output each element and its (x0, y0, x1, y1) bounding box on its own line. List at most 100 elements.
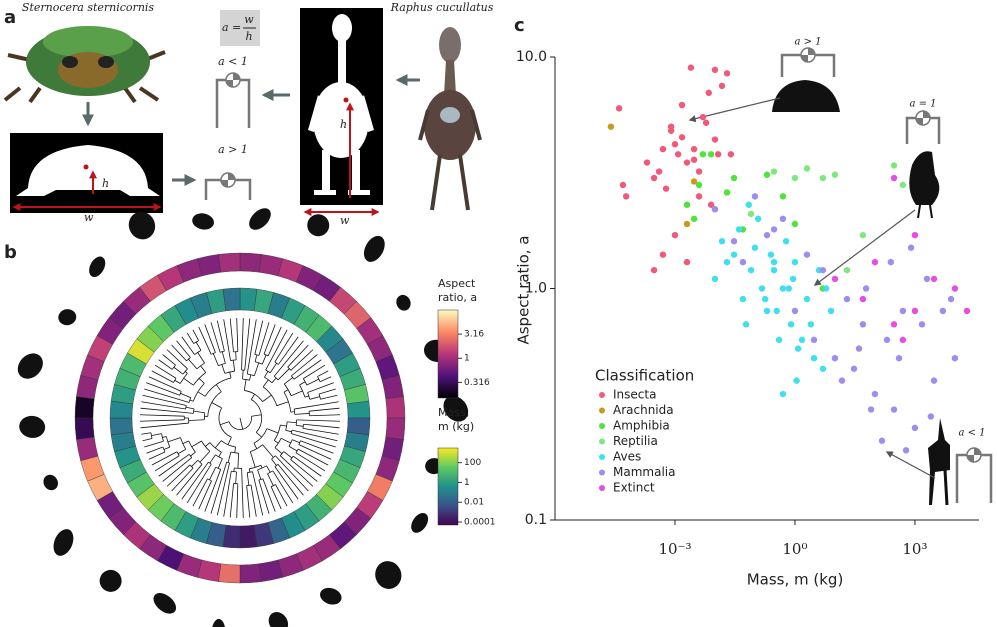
tree-branch (182, 368, 188, 375)
scatter-point (899, 336, 907, 344)
tree-branch (212, 353, 219, 366)
colorbar (437, 447, 459, 526)
tree-branch (290, 430, 293, 434)
tree-branch (292, 439, 300, 444)
panel-c: c Mass, m (kg) Aspect ratio, a Classific… (514, 15, 993, 589)
tree-branch (285, 429, 292, 433)
tree-branch (221, 351, 226, 364)
tree-branch (299, 381, 306, 386)
tree-branch (251, 399, 263, 433)
formula-lhs: a = (222, 21, 241, 34)
scatter-point (787, 321, 795, 328)
tree-branch (208, 461, 212, 465)
scatter-point (791, 258, 799, 266)
tree-branch (181, 336, 195, 355)
animal-silhouette (89, 256, 106, 278)
tree-branch (271, 458, 277, 466)
tree-branch (142, 438, 153, 442)
ring-segment (385, 417, 406, 440)
colorbar-tick-label: 1 (464, 354, 470, 364)
colorbar-tick-label: 0.0001 (464, 518, 496, 528)
animal-silhouette (192, 213, 214, 230)
tree-branch (239, 417, 244, 430)
tree-branch (254, 354, 258, 362)
tree-branch (283, 389, 289, 393)
tree-branch (221, 440, 236, 448)
tree-branch (200, 365, 207, 373)
y-axis-label: Aspect ratio, a (515, 235, 533, 344)
scatter-point (622, 193, 630, 200)
scatter-point (782, 238, 790, 245)
y-tick-label: 1.0 (525, 281, 547, 297)
tree-branch (226, 461, 230, 464)
scatter-point (779, 215, 787, 223)
scatter-point (927, 413, 935, 420)
scatter-point (867, 406, 875, 413)
scatter-point (918, 321, 926, 328)
tree-branch (192, 408, 195, 414)
legend-marker (599, 423, 605, 429)
scatter-point (671, 231, 679, 239)
tree-branch (167, 437, 181, 443)
tree-branch (294, 401, 339, 410)
tree-branch (277, 464, 304, 496)
tree-branch (255, 432, 262, 438)
tree-branch (278, 336, 299, 365)
tree-branch (140, 407, 194, 414)
tree-branch (193, 340, 199, 344)
scatter-point (803, 165, 811, 172)
pointer-arrow (885, 451, 936, 479)
scatter-point (758, 285, 766, 292)
tree-branch (241, 318, 244, 370)
tree-branch (309, 396, 320, 400)
tree-branch (236, 318, 239, 352)
tree-branch (176, 463, 203, 496)
x-axis-label: Mass, m (kg) (747, 571, 844, 589)
tree-branch (184, 371, 188, 374)
tree-branch (229, 483, 234, 518)
scatter-point (690, 145, 698, 153)
scatter-point (683, 201, 691, 208)
legend-label: Reptilia (613, 434, 658, 448)
ring-segment (74, 417, 95, 440)
tree-branch (254, 320, 264, 355)
beetle-silhouette (16, 145, 160, 196)
ring-segment (385, 396, 406, 419)
tree-branch (188, 454, 193, 458)
scatter-point (711, 136, 719, 143)
height-label: h (340, 118, 347, 131)
tree-branch (171, 344, 187, 362)
scatter-point (718, 82, 726, 90)
tree-branch (258, 322, 270, 356)
scatter-point (723, 189, 731, 196)
tree-branch (269, 362, 277, 373)
tree-branch (271, 377, 277, 384)
species-name: Raphus cucullatus (390, 1, 494, 14)
tree-branch (140, 414, 185, 417)
tree-branch (274, 466, 299, 500)
tree-branch (140, 419, 185, 422)
scatter-point (707, 151, 715, 158)
ring-segment (239, 524, 258, 549)
scatter-point (751, 193, 759, 200)
tree-branch (290, 433, 336, 448)
scatter-point (695, 193, 703, 200)
tree-branch (188, 440, 196, 453)
tree-branch (248, 468, 251, 473)
scatter-point (930, 275, 938, 283)
scatter-point (671, 141, 679, 148)
tree-branch (236, 483, 239, 518)
tree-branch (274, 440, 279, 444)
tree-branch (246, 319, 257, 375)
tree-branch (291, 429, 338, 442)
tree-branch (283, 383, 292, 396)
tree-branch (258, 478, 263, 481)
tree-branch (260, 465, 263, 469)
animal-silhouette (17, 353, 43, 379)
scatter-point (739, 258, 747, 266)
tree-branch (319, 376, 332, 383)
tree-branch (188, 358, 198, 370)
scatter-point (678, 101, 686, 109)
tree-branch (193, 410, 205, 414)
colorbar-tick-label: 3.16 (464, 330, 484, 340)
